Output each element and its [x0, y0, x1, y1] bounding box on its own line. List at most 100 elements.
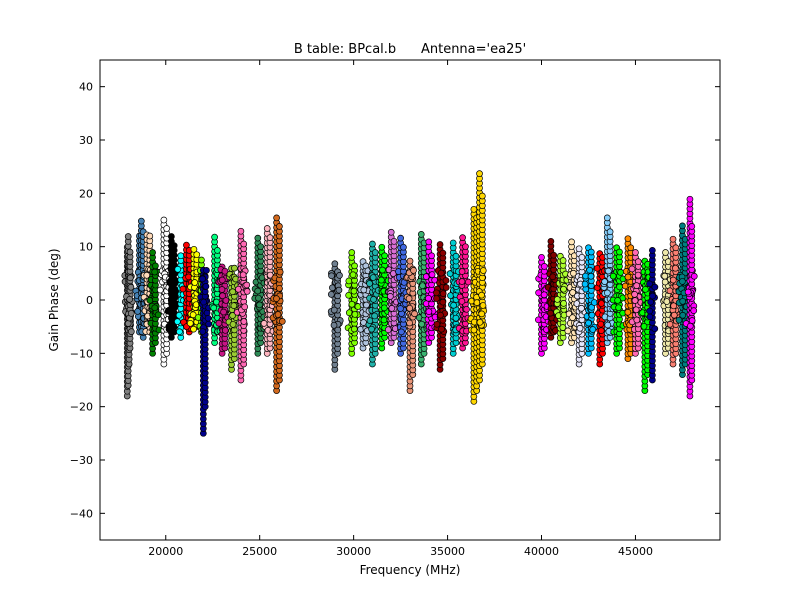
- data-point: [425, 308, 433, 316]
- data-point: [436, 241, 444, 248]
- data-point: [535, 316, 542, 324]
- x-tick-label: 40000: [524, 545, 559, 558]
- data-point: [478, 291, 485, 299]
- data-point: [220, 308, 227, 316]
- data-point: [210, 304, 218, 312]
- data-point: [397, 234, 404, 242]
- data-point: [384, 326, 392, 334]
- data-point: [478, 310, 486, 318]
- data-point: [666, 287, 674, 295]
- x-axis-label: Frequency (MHz): [360, 563, 461, 577]
- data-point: [388, 305, 396, 312]
- data-point: [688, 317, 696, 324]
- data-point: [371, 249, 379, 256]
- data-point: [679, 222, 686, 230]
- data-point: [452, 252, 460, 260]
- data-point: [400, 243, 407, 251]
- data-point: [257, 243, 264, 251]
- y-axis-label: Gain Phase (deg): [47, 248, 61, 351]
- data-point: [276, 284, 283, 292]
- data-point: [380, 304, 388, 312]
- data-point: [263, 225, 271, 232]
- data-point: [156, 286, 164, 294]
- data-point: [616, 283, 623, 291]
- data-point: [202, 283, 210, 290]
- series-19: [344, 249, 362, 357]
- y-tick-label: 20: [79, 187, 93, 200]
- data-point: [642, 285, 649, 293]
- data-point: [398, 328, 405, 336]
- series-17: [269, 214, 286, 395]
- data-point: [560, 285, 567, 293]
- series-10: [197, 266, 213, 437]
- data-point: [684, 288, 692, 296]
- data-point: [624, 235, 632, 243]
- data-point: [170, 298, 177, 306]
- data-point: [670, 302, 678, 310]
- data-point: [350, 287, 358, 295]
- data-point: [168, 233, 175, 240]
- data-point: [614, 297, 621, 304]
- data-point: [476, 318, 484, 326]
- data-point: [256, 301, 263, 309]
- data-point: [547, 309, 554, 317]
- data-point: [615, 304, 622, 312]
- data-point: [605, 267, 612, 275]
- data-point: [380, 316, 388, 324]
- data-point: [470, 205, 478, 213]
- data-point: [679, 311, 687, 319]
- data-point: [260, 320, 268, 327]
- data-point: [538, 253, 545, 261]
- data-point: [568, 238, 575, 246]
- data-point: [564, 327, 572, 335]
- x-tick-label: 20000: [148, 545, 183, 558]
- data-point: [229, 288, 237, 296]
- data-point: [369, 240, 376, 248]
- data-point: [597, 327, 605, 334]
- data-point: [462, 243, 469, 251]
- data-point: [378, 243, 386, 251]
- data-point: [167, 265, 175, 272]
- data-point: [406, 319, 413, 327]
- series-14: [233, 227, 251, 384]
- data-point: [651, 325, 659, 333]
- data-point: [276, 223, 283, 230]
- data-point: [219, 292, 226, 300]
- data-point: [149, 249, 156, 256]
- data-point: [428, 252, 435, 260]
- series-15: [251, 234, 268, 357]
- data-point: [628, 265, 636, 273]
- data-point: [651, 283, 659, 291]
- data-point: [345, 291, 352, 299]
- data-point: [126, 295, 134, 303]
- data-point: [617, 269, 624, 276]
- data-point: [587, 248, 595, 256]
- data-point: [185, 273, 192, 281]
- data-point: [585, 319, 592, 327]
- data-point: [146, 297, 154, 304]
- data-point: [463, 305, 470, 313]
- data-point: [348, 249, 356, 256]
- data-point: [670, 311, 678, 319]
- data-point: [230, 302, 238, 309]
- data-point: [458, 297, 466, 305]
- data-point: [198, 256, 205, 264]
- data-point: [243, 287, 251, 295]
- data-point: [360, 286, 368, 294]
- data-point: [218, 276, 226, 284]
- data-point: [478, 192, 486, 200]
- data-point: [266, 234, 274, 241]
- data-point: [127, 283, 135, 291]
- data-points: [121, 170, 698, 437]
- data-point: [616, 248, 623, 256]
- data-point: [164, 307, 172, 315]
- data-point: [679, 278, 686, 285]
- data-point: [631, 297, 639, 304]
- y-tick-label: 30: [79, 134, 93, 147]
- data-point: [634, 271, 642, 279]
- data-point: [417, 231, 425, 238]
- data-point: [368, 325, 375, 333]
- data-point: [215, 319, 223, 327]
- data-point: [240, 240, 248, 248]
- data-point: [661, 272, 669, 280]
